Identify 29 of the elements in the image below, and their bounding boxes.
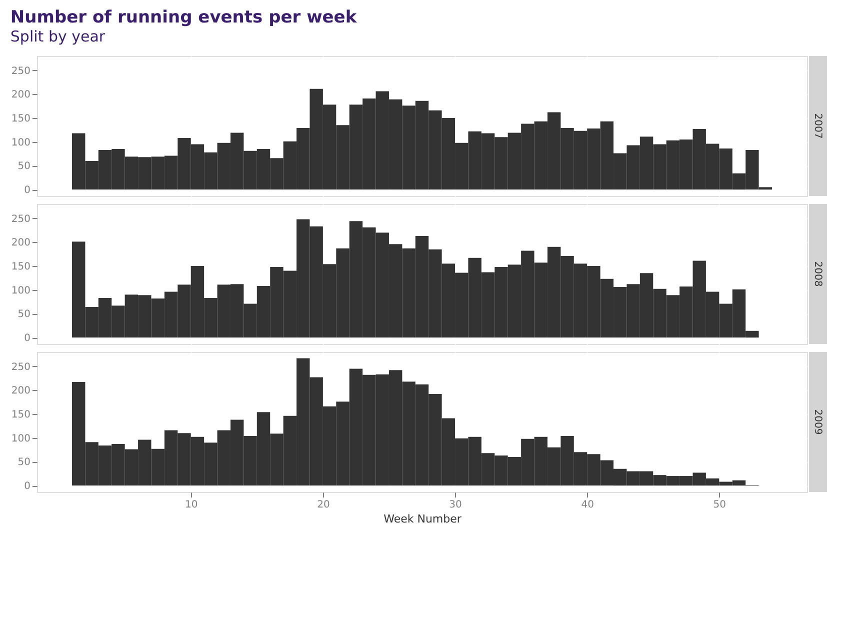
chart-subtitle: Split by year bbox=[10, 28, 106, 46]
y-tick-label: 50 bbox=[18, 309, 30, 320]
y-tick-label: 50 bbox=[18, 457, 30, 468]
y-tick-label: 150 bbox=[11, 114, 30, 125]
y-tick-label: 150 bbox=[11, 410, 30, 421]
y-tick-label: 200 bbox=[11, 386, 30, 397]
y-tick-label: 200 bbox=[11, 90, 30, 101]
x-tick-label: 40 bbox=[581, 500, 594, 510]
y-tick-label: 100 bbox=[11, 285, 30, 296]
y-tick-label: 50 bbox=[18, 161, 30, 172]
y-tick-label: 0 bbox=[24, 481, 30, 492]
y-tick-label: 250 bbox=[11, 362, 30, 373]
y-tick-label: 200 bbox=[11, 238, 30, 249]
chart-title: Number of running events per week bbox=[10, 8, 358, 28]
y-tick-label: 100 bbox=[11, 433, 30, 444]
x-tick-label: 10 bbox=[185, 500, 198, 510]
y-tick-label: 250 bbox=[11, 66, 30, 77]
y-tick-label: 150 bbox=[11, 262, 30, 273]
x-axis-title: Week Number bbox=[384, 512, 462, 526]
x-tick-label: 30 bbox=[449, 500, 462, 510]
y-tick-label: 0 bbox=[24, 185, 30, 196]
text: 2009 bbox=[812, 409, 823, 435]
x-tick-label: 20 bbox=[317, 500, 330, 510]
x-tick-label: 50 bbox=[713, 500, 726, 510]
y-tick-label: 100 bbox=[11, 137, 30, 148]
y-tick-label: 0 bbox=[24, 333, 30, 344]
text: 2008 bbox=[812, 261, 823, 287]
y-tick-label: 250 bbox=[11, 214, 30, 225]
text: 2007 bbox=[812, 113, 823, 139]
